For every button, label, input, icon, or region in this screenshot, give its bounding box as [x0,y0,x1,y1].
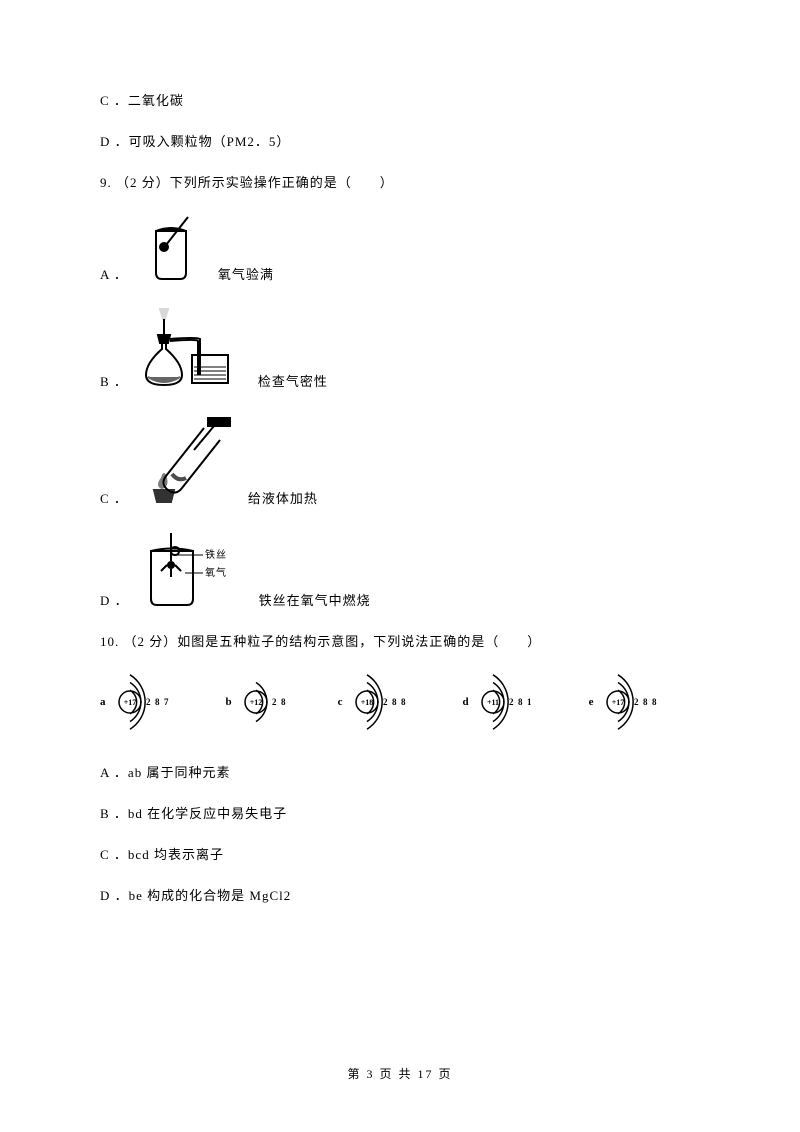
svg-text:2: 2 [509,697,514,707]
q10-option-d: D ．be 构成的化合物是 MgCl2 [100,885,700,904]
q9-stem: 9. （2 分）下列所示实验操作正确的是（ ） [100,172,700,191]
svg-text:8: 8 [155,697,160,707]
option-text: 铁丝在氧气中燃烧 [259,590,371,609]
svg-text:2: 2 [146,697,151,707]
option-label: B ． [100,371,128,390]
svg-text:2: 2 [634,697,639,707]
q9-option-d: D ． 铁丝 氧气 [100,529,700,609]
svg-text:+11: +11 [487,698,499,707]
atom-diagram: d +11 281 [463,672,565,732]
page-content: C ．二氧化碳 D ．可吸入颗粒物（PM2．5） 9. （2 分）下列所示实验操… [0,0,800,904]
atom-diagram: c +18 288 [338,672,439,732]
option-label: D ． [100,590,129,609]
bottle-stick-icon [136,213,206,283]
flask-tube-beaker-icon [136,305,246,390]
atom-diagram: e +17 288 [589,672,690,732]
prev-option-d: D ．可吸入颗粒物（PM2．5） [100,131,700,150]
svg-text:7: 7 [164,697,169,707]
atom-diagram: b +12 28 [226,672,314,732]
q10-option-b: B ．bd 在化学反应中易失电子 [100,803,700,822]
q10-option-c: C ．bcd 均表示离子 [100,844,700,863]
svg-text:2: 2 [272,697,277,707]
svg-text:8: 8 [281,697,286,707]
option-label: C ． [100,488,128,507]
q9-option-a: A ． 氧气验满 [100,213,700,283]
svg-text:8: 8 [652,697,657,707]
svg-text:8: 8 [518,697,523,707]
option-text: 给液体加热 [248,488,318,507]
svg-text:+18: +18 [360,698,373,707]
svg-text:1: 1 [527,697,532,707]
q10-atom-diagrams: a +17 287 b +12 28 c +18 288 d [100,672,700,732]
heating-tube-icon [136,412,236,507]
svg-text:+12: +12 [249,698,262,707]
atom-diagram: a +17 287 [100,672,202,732]
anno-oxygen: 氧气 [205,566,227,579]
option-text: 检查气密性 [258,371,328,390]
option-text: 氧气验满 [218,264,274,283]
q9-option-c: C ． 给液体加热 [100,412,700,507]
prev-option-c: C ．二氧化碳 [100,90,700,109]
anno-iron: 铁丝 [205,548,227,561]
svg-text:8: 8 [643,697,648,707]
option-label: A ． [100,264,128,283]
svg-text:+17: +17 [611,698,624,707]
q10-stem: 10. （2 分）如图是五种粒子的结构示意图，下列说法正确的是（ ） [100,631,700,650]
svg-text:8: 8 [392,697,397,707]
page-footer: 第 3 页 共 17 页 [0,1065,800,1082]
q10-option-a: A ．ab 属于同种元素 [100,762,700,781]
iron-in-oxygen-icon: 铁丝 氧气 [137,529,247,609]
svg-text:+17: +17 [123,698,136,707]
q9-option-b: B ． [100,305,700,390]
svg-text:2: 2 [383,697,388,707]
svg-text:8: 8 [401,697,406,707]
